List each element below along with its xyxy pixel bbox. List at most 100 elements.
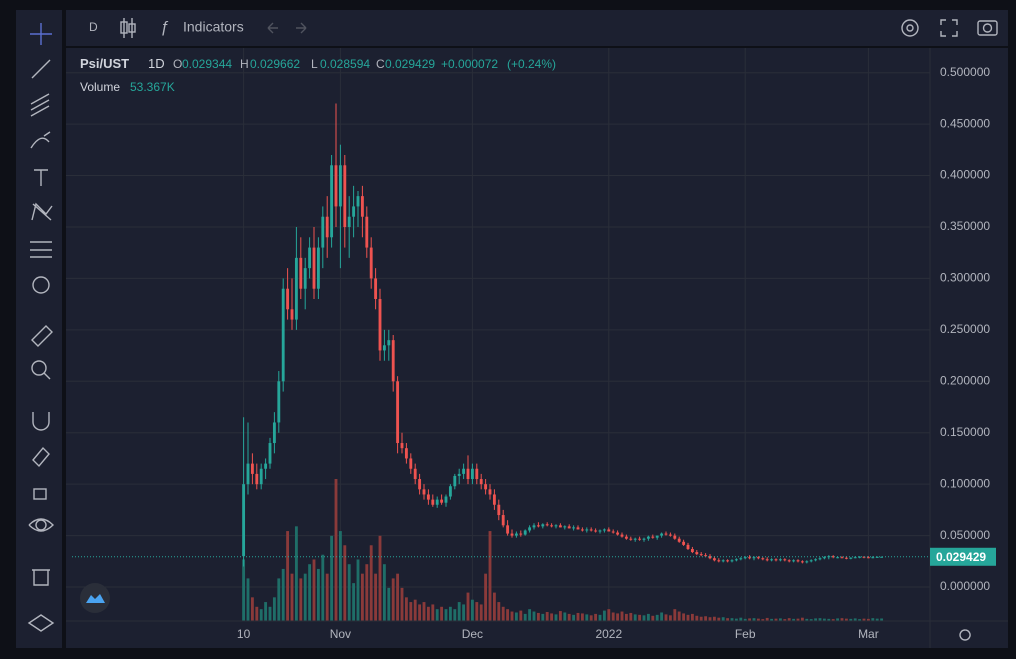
volume-bar [858,619,862,621]
drawing-tools[interactable] [27,23,55,632]
volume-bar [431,604,435,621]
volume-bar [418,604,422,621]
candle-body [589,529,593,531]
candle-body [488,489,492,495]
candle-body [264,463,268,469]
volume-bar [325,573,329,621]
candle-body [277,381,281,423]
volume-bar [699,616,703,621]
volume-bar [572,614,576,621]
volume-bar [682,613,686,621]
volume-bar [453,609,457,621]
last-price-label: 0.029429 [936,550,986,564]
volume-bar [246,578,250,621]
candle-body [501,515,505,526]
volume-bar [510,611,514,621]
volume-bar [356,559,360,621]
volume-bar [686,614,690,621]
volume-bar [822,618,826,621]
candle-body [677,538,681,542]
candle-body [849,557,853,559]
candle-body [497,504,501,516]
volume-bar [387,587,391,621]
candle-body [422,489,426,495]
volume-bar [880,618,884,621]
candle-body [545,524,549,526]
volume-bar [466,592,470,621]
candle-body [352,206,356,217]
volume-bar [312,559,316,621]
fullscreen-button[interactable] [940,19,958,37]
volume-bar [770,618,774,621]
volume-bar [778,618,782,621]
volume-bar [651,615,655,621]
y-tick-label: 0.250000 [940,322,990,336]
candle-body [303,268,307,289]
screenshot-button[interactable] [977,20,998,36]
volume-bar [704,616,708,621]
candle-body [598,530,602,532]
candle-body [822,557,826,559]
x-tick-label: Mar [858,627,879,641]
candle-body [752,557,756,559]
volume-legend: Volume 53.367K [80,80,175,94]
volume-bar [752,618,756,621]
volume-bar [800,617,804,621]
volume-bar [814,618,818,621]
candle-body [836,557,840,559]
volume-bar [805,618,809,621]
candle-body [453,475,457,487]
volume-bar [374,573,378,621]
volume-bar [506,609,510,621]
volume-bar [338,531,342,621]
candle-body [286,288,290,310]
axis-settings-button[interactable] [959,629,971,641]
candle-body [638,538,642,540]
candle-body [576,527,580,530]
candle-body [506,525,510,534]
candle-body [866,557,870,559]
logo-badge[interactable] [80,583,110,613]
undo-button[interactable] [267,22,278,34]
candle-body [602,529,606,531]
open-key: O [173,57,182,71]
candle-body [875,556,879,558]
candle-body [440,499,444,503]
volume-bar [448,606,452,621]
chart-type-button[interactable] [120,18,136,38]
candle-body [624,536,628,539]
close-value: 0.029429 [385,57,435,71]
candle-body [308,247,312,269]
volume-bar [774,618,778,621]
candle-body [664,533,668,535]
candle-body [774,559,778,561]
last-price-tag [930,547,996,566]
volume-bar [470,599,474,621]
candle-body [844,557,848,559]
volume-bar [616,613,620,621]
candle-body [858,556,862,558]
volume-bar [497,602,501,621]
candle-body [338,165,342,207]
volume-bar [422,602,426,621]
candle-body [673,535,677,539]
candle-body [365,216,369,248]
candle-body [708,556,712,559]
volume-bar [602,610,606,621]
candle-body [880,556,884,558]
candle-body [594,530,598,532]
candle-body [550,525,554,527]
settings-button[interactable] [901,19,919,37]
ohlc-legend: Psi/UST 1D O 0.029344 H 0.029662 L 0.028… [80,56,556,71]
redo-button[interactable] [296,22,307,34]
candle-body [541,524,545,527]
candle-body [682,541,686,545]
indicators-button[interactable]: ƒ Indicators [160,19,244,37]
candle-body [369,247,373,279]
volume-bar [250,597,254,621]
volume-bar [545,612,549,621]
volume-bar [563,612,567,621]
interval-button[interactable]: D [89,20,98,34]
candle-body [580,529,584,531]
